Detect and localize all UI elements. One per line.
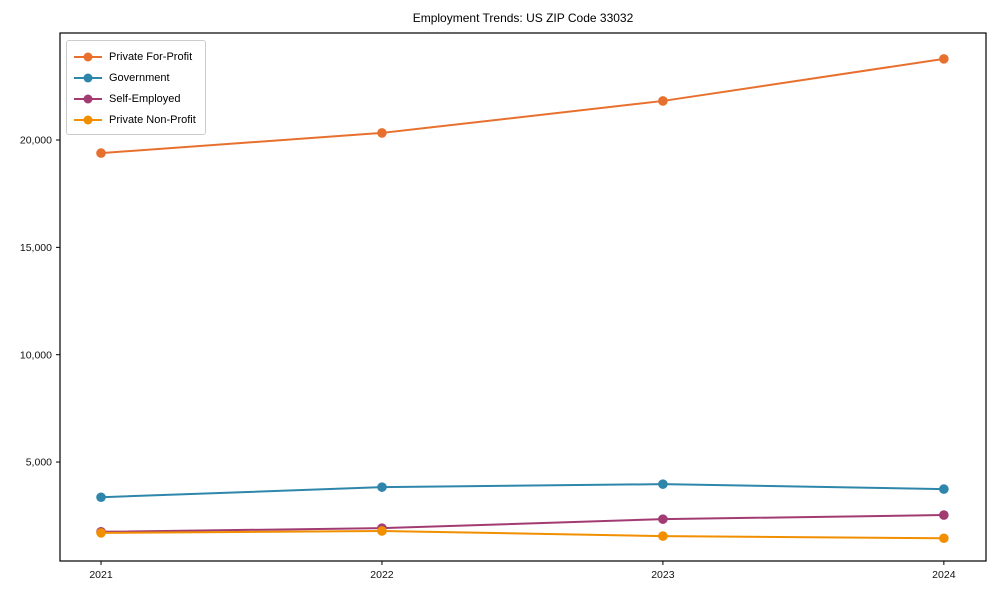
legend-marker-icon bbox=[74, 94, 102, 103]
legend: Private For-Profit Government Self-Employe… bbox=[66, 40, 206, 135]
legend-dot bbox=[83, 73, 93, 82]
data-point-private-for-profit bbox=[96, 148, 106, 158]
data-point-self-employed bbox=[658, 514, 668, 524]
legend-item-private-non-profit: Private Non-Profit bbox=[74, 109, 198, 130]
y-tick-label: 5,000 bbox=[26, 457, 52, 469]
x-tick-label: 2021 bbox=[89, 569, 113, 581]
data-point-government bbox=[658, 479, 668, 489]
data-point-private-non-profit bbox=[939, 533, 949, 544]
chart-title: Employment Trends: US ZIP Code 33032 bbox=[412, 11, 634, 25]
y-tick-label: 15,000 bbox=[20, 242, 52, 254]
data-point-private-for-profit bbox=[658, 96, 668, 106]
x-tick-label: 2023 bbox=[651, 569, 675, 581]
data-point-government bbox=[377, 482, 387, 492]
series-line-self-employed bbox=[100, 514, 945, 533]
data-point-government bbox=[939, 484, 949, 494]
data-point-private-non-profit bbox=[658, 531, 668, 541]
y-tick-label: 10,000 bbox=[20, 349, 52, 361]
y-tick-label: 20,000 bbox=[20, 135, 52, 147]
legend-marker-icon bbox=[74, 115, 102, 124]
series-line-private-non-profit bbox=[100, 529, 945, 540]
legend-dot bbox=[83, 115, 93, 124]
series-line-private-for-profit bbox=[100, 57, 945, 155]
x-tick-label: 2022 bbox=[370, 569, 394, 581]
data-point-private-for-profit bbox=[377, 128, 387, 138]
data-point-government bbox=[96, 492, 106, 503]
legend-item-label: Self-Employed bbox=[109, 92, 181, 105]
plot-frame bbox=[59, 32, 987, 562]
legend-item-label: Private Non-Profit bbox=[109, 113, 196, 126]
legend-marker-icon bbox=[74, 52, 102, 61]
legend-item-label: Government bbox=[109, 71, 170, 84]
data-point-private-non-profit bbox=[96, 528, 106, 538]
legend-marker-icon bbox=[74, 73, 102, 82]
legend-dot bbox=[83, 94, 93, 103]
legend-item-private-for-profit: Private For-Profit bbox=[74, 46, 198, 67]
data-point-private-non-profit bbox=[377, 526, 387, 536]
legend-item-self-employed: Self-Employed bbox=[74, 88, 198, 109]
data-point-private-for-profit bbox=[939, 54, 949, 64]
data-point-self-employed bbox=[939, 510, 949, 520]
x-tick-label: 2024 bbox=[932, 569, 956, 581]
series-line-government bbox=[100, 483, 945, 499]
legend-item-government: Government bbox=[74, 67, 198, 88]
legend-item-label: Private For-Profit bbox=[109, 50, 193, 63]
legend-dot bbox=[83, 52, 93, 61]
